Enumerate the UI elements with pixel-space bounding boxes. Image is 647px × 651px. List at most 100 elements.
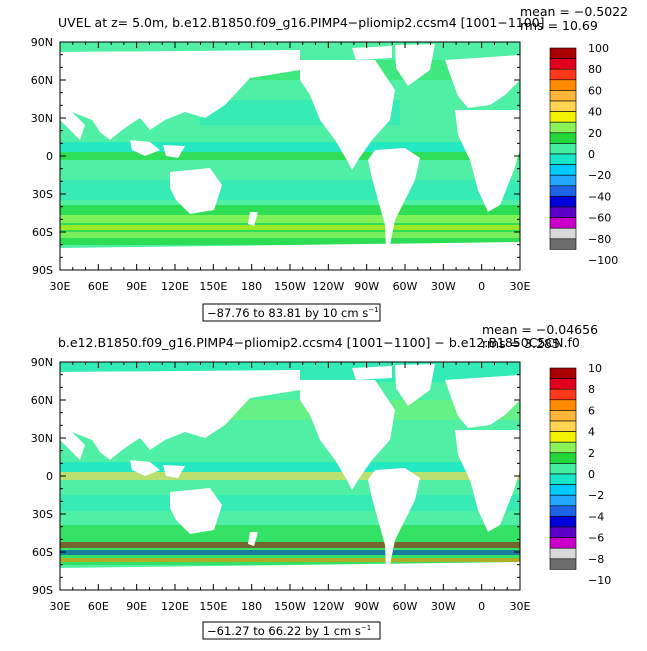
colorbar-label-1: 8 xyxy=(588,383,595,396)
colorbar-swatch-17 xyxy=(549,547,577,560)
colorbar-label-6: −20 xyxy=(588,169,611,182)
panel-1-title: UVEL at z= 5.0m, b.e12.B1850.f09_g16.PIM… xyxy=(58,15,545,30)
lon-label-5: 180 xyxy=(241,600,262,613)
colorbar-swatch-5 xyxy=(549,420,577,432)
panel-1-map xyxy=(59,41,521,271)
lon-label-0: 30E xyxy=(50,600,71,613)
panel-1-mean: mean = −0.5022 xyxy=(520,4,628,19)
colorbar-swatch-5 xyxy=(549,100,577,112)
lat-label-3: 0 xyxy=(46,470,53,483)
lon-label-7: 120W xyxy=(312,600,344,613)
panel-2-rms: rms = 3.285 xyxy=(482,336,560,351)
colorbar-swatch-17 xyxy=(549,227,577,240)
colorbar-swatch-14 xyxy=(549,196,577,208)
colorbar-swatch-1 xyxy=(549,378,577,390)
lon-label-12: 30E xyxy=(510,280,531,293)
colorbar-swatch-13 xyxy=(549,185,577,197)
colorbar-label-4: 2 xyxy=(588,447,595,460)
lat-label-1: 60N xyxy=(31,394,53,407)
colorbar-label-7: −40 xyxy=(588,190,611,203)
colorbar-label-10: −100 xyxy=(588,254,618,267)
lon-label-1: 60E xyxy=(88,600,109,613)
colorbar-label-0: 100 xyxy=(588,42,609,55)
lon-label-8: 90W xyxy=(354,280,379,293)
colorbar-swatch-11 xyxy=(549,484,577,496)
colorbar-swatch-2 xyxy=(549,68,577,81)
panel-2-title: b.e12.B1850.f09_g16.PIMP4−pliomip2.ccsm4… xyxy=(58,335,580,350)
panel-1: UVEL at z= 5.0m, b.e12.B1850.f09_g16.PIM… xyxy=(31,4,628,322)
lat-label-0: 90N xyxy=(31,36,53,49)
colorbar-label-3: 4 xyxy=(588,426,595,439)
lon-label-1: 60E xyxy=(88,280,109,293)
lon-label-2: 90E xyxy=(126,280,147,293)
colorbar-label-10: −10 xyxy=(588,574,611,587)
colorbar-swatch-10 xyxy=(549,153,577,165)
colorbar-swatch-13 xyxy=(549,505,577,517)
colorbar-swatch-8 xyxy=(549,132,577,144)
lat-label-4: 30S xyxy=(32,508,53,521)
colorbar-swatch-9 xyxy=(549,463,577,475)
lat-label-5: 60S xyxy=(32,546,53,559)
panel-1-colorbar: 100 80 60 40 20 0 −20 −40 −60 −80 −100 xyxy=(549,42,618,267)
colorbar-label-1: 80 xyxy=(588,63,602,76)
lon-label-3: 120E xyxy=(161,600,189,613)
lat-label-1: 60N xyxy=(31,74,53,87)
colorbar-swatch-3 xyxy=(549,399,577,411)
lon-label-3: 120E xyxy=(161,280,189,293)
colorbar-swatch-14 xyxy=(549,516,577,528)
lon-label-11: 0 xyxy=(478,280,485,293)
lon-label-11: 0 xyxy=(478,600,485,613)
colorbar-swatch-18 xyxy=(549,558,577,570)
lon-label-9: 60W xyxy=(393,280,418,293)
colorbar-swatch-15 xyxy=(549,526,577,538)
lon-label-4: 150E xyxy=(199,280,227,293)
colorbar-label-4: 20 xyxy=(588,127,602,140)
lon-label-8: 90W xyxy=(354,600,379,613)
colorbar-label-6: −2 xyxy=(588,489,604,502)
colorbar-swatch-18 xyxy=(549,238,577,250)
colorbar-swatch-15 xyxy=(549,206,577,218)
lat-label-0: 90N xyxy=(31,356,53,369)
colorbar-swatch-16 xyxy=(549,217,577,229)
colorbar-label-9: −80 xyxy=(588,233,611,246)
lat-label-6: 90S xyxy=(32,584,53,597)
svg-text:−61.27 to 66.22 by 1 cm s−1: −61.27 to 66.22 by 1 cm s−1 xyxy=(207,624,371,638)
colorbar-swatch-12 xyxy=(549,174,577,187)
panel-2-mean: mean = −0.04656 xyxy=(482,322,598,337)
lat-label-4: 30S xyxy=(32,188,53,201)
colorbar-label-9: −8 xyxy=(588,553,604,566)
lon-label-4: 150E xyxy=(199,600,227,613)
colorbar-swatch-6 xyxy=(549,431,577,443)
panel-1-lon-labels: 30E 60E 90E 120E 150E 180 150W 120W 90W 60W 30W 0 30… xyxy=(50,280,531,293)
panel-1-rms: rms = 10.69 xyxy=(520,18,598,33)
colorbar-swatch-9 xyxy=(549,143,577,155)
colorbar-label-5: 0 xyxy=(588,148,595,161)
panel-2: b.e12.B1850.f09_g16.PIMP4−pliomip2.ccsm4… xyxy=(31,322,611,640)
panel-2-ticks xyxy=(59,361,521,591)
lat-label-2: 30N xyxy=(31,112,53,125)
lon-label-6: 150W xyxy=(274,600,306,613)
lon-label-10: 30W xyxy=(431,280,456,293)
colorbar-swatch-1 xyxy=(549,58,577,70)
panel-1-range-box: −87.76 to 83.81 by 10 cm s−1 xyxy=(202,303,381,322)
panel-2-map xyxy=(59,361,521,591)
svg-text:−87.76 to 83.81 by 10 cm s−1: −87.76 to 83.81 by 10 cm s−1 xyxy=(207,306,379,320)
lon-label-7: 120W xyxy=(312,280,344,293)
colorbar-swatch-7 xyxy=(549,121,577,134)
colorbar-swatch-11 xyxy=(549,164,577,176)
colorbar-swatch-6 xyxy=(549,111,577,123)
colorbar-label-7: −4 xyxy=(588,510,604,523)
colorbar-swatch-12 xyxy=(549,494,577,507)
panel-2-lat-labels: 90N 60N 30N 0 30S 60S 90S xyxy=(31,356,53,597)
panel-1-lat-labels: 90N 60N 30N 0 30S 60S 90S xyxy=(31,36,53,277)
colorbar-label-2: 6 xyxy=(588,404,595,417)
colorbar-swatch-7 xyxy=(549,441,577,454)
colorbar-swatch-4 xyxy=(549,410,577,422)
colorbar-swatch-0 xyxy=(549,367,577,379)
colorbar-swatch-3 xyxy=(549,79,577,91)
panel-2-lon-labels: 30E 60E 90E 120E 150E 180 150W 120W 90W 60W 30W 0 30… xyxy=(50,600,531,613)
lat-label-6: 90S xyxy=(32,264,53,277)
colorbar-swatch-16 xyxy=(549,537,577,549)
lon-label-9: 60W xyxy=(393,600,418,613)
